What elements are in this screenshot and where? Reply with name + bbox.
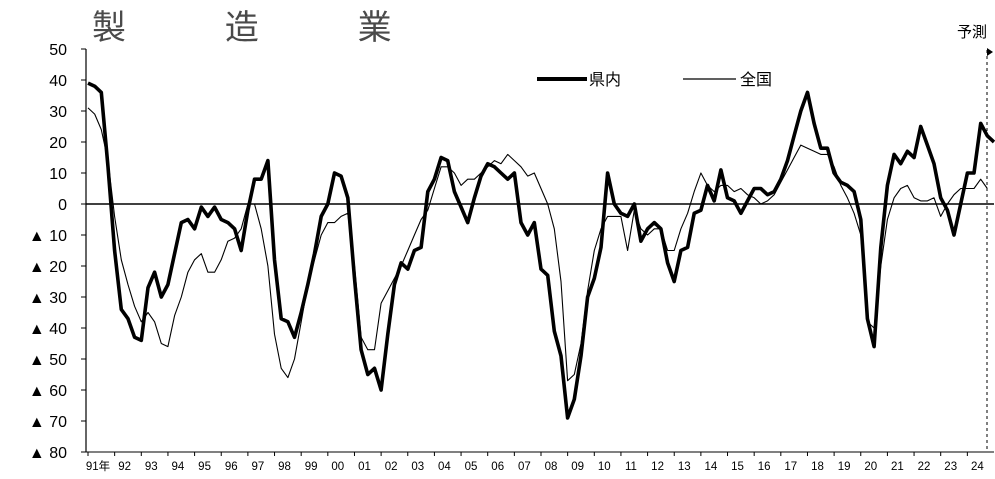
y-tick-label: 0: [58, 197, 67, 214]
y-tick-label: 30: [49, 104, 67, 121]
x-tick-label: 15: [731, 461, 744, 473]
x-tick-label: 17: [784, 461, 797, 473]
series-line-prefecture: [87, 81, 995, 420]
x-tick-label: 91年: [86, 459, 110, 473]
y-tick-label: 50: [49, 42, 67, 59]
x-tick-label: 10: [598, 461, 611, 473]
y-tick-label: ▲ 60: [29, 383, 67, 400]
x-tick-label: 20: [864, 461, 877, 473]
y-axis-ticks: 50 40 30 20 10 0 ▲ 10 ▲ 20 ▲ 30 ▲ 40 ▲ 50 ▲ 60 ▲ 70 ▲…: [29, 42, 86, 462]
x-tick-label: 11: [625, 461, 637, 473]
axes: [85, 48, 994, 453]
x-tick-label: 02: [385, 461, 398, 473]
forecast-label: 予測: [957, 23, 987, 41]
x-tick-label: 99: [305, 461, 318, 473]
x-tick-label: 14: [704, 461, 717, 473]
x-tick-label: 97: [251, 461, 264, 473]
x-tick-label: 96: [225, 461, 238, 473]
forecast-arrow: [987, 48, 993, 56]
y-tick-label: ▲ 10: [29, 228, 67, 245]
y-tick-label: ▲ 50: [29, 352, 67, 369]
legend: 県内 全国: [537, 70, 772, 89]
x-tick-label: 93: [145, 461, 158, 473]
chart-title: 製 造 業: [92, 8, 436, 48]
x-tick-label: 18: [811, 461, 824, 473]
x-tick-label: 06: [491, 461, 504, 473]
legend-label-national: 全国: [740, 70, 772, 89]
x-tick-label: 23: [944, 461, 957, 473]
y-tick-label: 10: [49, 166, 67, 183]
y-tick-label: ▲ 70: [29, 414, 67, 431]
y-tick-label: 40: [49, 73, 67, 90]
x-axis-ticks: 91年 92 93 94 95 96 97 98 99 00 01 02 03 04 05 06 07 08 09 1…: [86, 452, 984, 473]
x-tick-label: 03: [411, 461, 424, 473]
x-tick-label: 05: [465, 461, 478, 473]
y-tick-label: ▲ 40: [29, 321, 67, 338]
x-tick-label: 16: [758, 461, 771, 473]
y-tick-label: 20: [49, 135, 67, 152]
x-tick-label: 19: [838, 461, 851, 473]
x-tick-label: 92: [118, 461, 131, 473]
x-tick-label: 07: [518, 461, 531, 473]
x-tick-label: 09: [571, 461, 584, 473]
x-tick-label: 22: [918, 461, 931, 473]
x-tick-label: 13: [678, 461, 691, 473]
x-tick-label: 98: [278, 461, 291, 473]
x-tick-label: 08: [545, 461, 558, 473]
legend-label-prefecture: 県内: [589, 70, 621, 89]
y-tick-label: ▲ 20: [29, 259, 67, 276]
series-group: [87, 81, 995, 420]
x-tick-label: 95: [198, 461, 211, 473]
x-tick-label: 04: [438, 461, 451, 473]
x-tick-label: 01: [358, 461, 371, 473]
y-tick-label: ▲ 80: [29, 445, 67, 462]
x-tick-label: 94: [172, 461, 185, 473]
y-tick-label: ▲ 30: [29, 290, 67, 307]
x-tick-label: 24: [971, 461, 984, 473]
x-tick-label: 12: [651, 461, 664, 473]
x-tick-label: 00: [331, 461, 344, 473]
x-tick-label: 21: [891, 461, 904, 473]
series-line-national: [87, 107, 988, 382]
